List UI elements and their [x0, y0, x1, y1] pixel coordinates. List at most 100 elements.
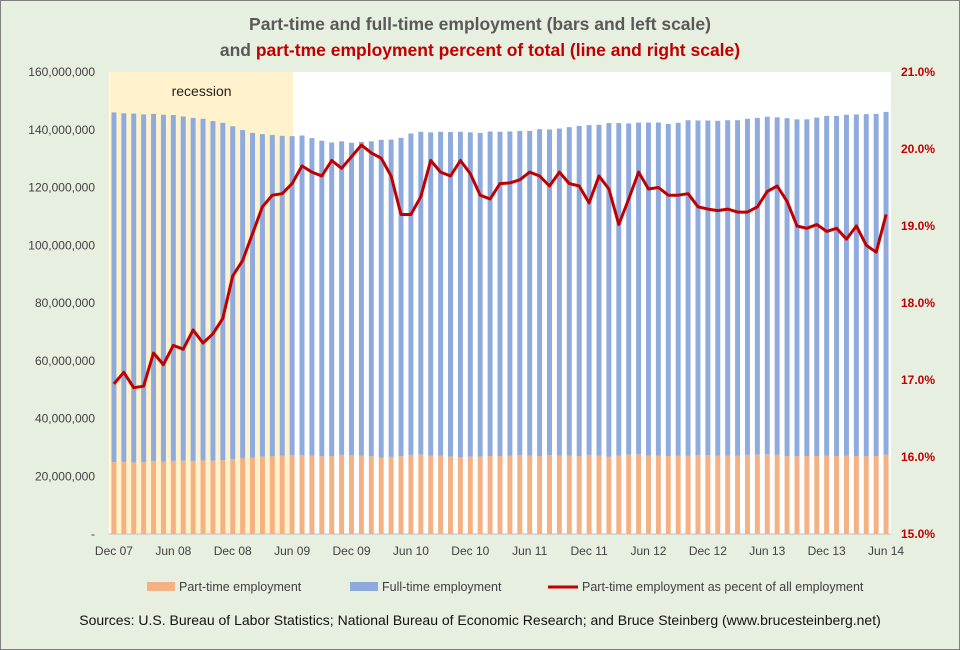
x-tick-label: Jun 13: [749, 544, 785, 558]
bar-full-time: [329, 142, 335, 457]
bar-part-time: [398, 456, 404, 534]
bar-full-time: [566, 127, 572, 456]
bar-part-time: [873, 456, 879, 534]
y-right-tick-label: 20.0%: [901, 142, 935, 156]
bar-part-time: [250, 457, 256, 534]
bar-full-time: [131, 113, 137, 463]
bar-full-time: [309, 138, 315, 456]
x-tick-label: Dec 13: [808, 544, 846, 558]
bar-full-time: [547, 129, 552, 456]
bar-part-time: [794, 456, 800, 534]
bar-full-time: [665, 123, 671, 457]
bar-part-time: [299, 455, 305, 534]
bar-part-time: [497, 456, 503, 534]
bar-full-time: [378, 139, 384, 458]
y-left-tick-label: 100,000,000: [28, 238, 95, 252]
bar-part-time: [151, 461, 157, 534]
bar-part-time: [349, 455, 354, 534]
legend-label-line: Part-time employment as pecent of all em…: [582, 580, 864, 594]
bar-full-time: [319, 140, 325, 457]
bar-part-time: [269, 456, 275, 534]
bar-full-time: [269, 134, 275, 457]
bar-full-time: [358, 141, 364, 456]
bar-part-time: [853, 456, 859, 534]
bar-part-time: [309, 455, 315, 534]
bar-part-time: [507, 455, 513, 534]
bar-part-time: [131, 462, 137, 534]
bar-part-time: [655, 455, 661, 534]
bar-full-time: [853, 114, 859, 457]
bar-full-time: [834, 115, 840, 457]
title-line-2: and part-tme employment percent of total…: [1, 37, 959, 63]
bar-full-time: [705, 120, 711, 456]
bar-part-time: [121, 461, 127, 534]
bar-full-time: [259, 134, 265, 457]
bar-full-time: [230, 126, 236, 460]
bar-part-time: [814, 456, 820, 534]
bar-part-time: [111, 462, 117, 534]
legend-label-full-time: Full-time employment: [382, 580, 502, 594]
bar-full-time: [160, 114, 166, 462]
bar-part-time: [517, 455, 523, 534]
y-right-tick-label: 17.0%: [901, 373, 935, 387]
y-left-tick-label: 140,000,000: [28, 123, 95, 137]
bar-full-time: [368, 141, 374, 457]
legend-label-part-time: Part-time employment: [179, 580, 302, 594]
bar-part-time: [388, 456, 394, 534]
bar-full-time: [784, 118, 790, 457]
bar-part-time: [725, 455, 731, 534]
x-tick-label: Jun 10: [393, 544, 429, 558]
y-left-tick-label: 60,000,000: [35, 354, 95, 368]
bar-part-time: [368, 456, 374, 534]
title-line-2-prefix: and: [219, 40, 256, 60]
bar-part-time: [418, 454, 424, 534]
bar-part-time: [279, 455, 285, 534]
bar-part-time: [665, 456, 671, 534]
y-left-tick-label: 40,000,000: [35, 412, 95, 426]
bar-full-time: [596, 124, 602, 456]
bar-part-time: [487, 456, 493, 534]
bar-part-time: [180, 460, 186, 534]
bar-full-time: [576, 125, 582, 457]
bar-full-time: [408, 133, 414, 455]
bar-part-time: [220, 460, 226, 534]
bar-part-time: [190, 460, 196, 534]
bar-part-time: [774, 454, 780, 534]
bar-full-time: [111, 112, 117, 463]
bar-full-time: [497, 131, 503, 457]
bar-full-time: [824, 115, 830, 456]
y-right-tick-label: 21.0%: [901, 65, 935, 79]
bar-full-time: [200, 118, 206, 461]
bar-part-time: [754, 454, 760, 534]
y-left-tick-label: -: [91, 527, 95, 541]
bar-part-time: [843, 455, 849, 534]
recession-label: recession: [172, 83, 232, 99]
y-left-tick-label: 120,000,000: [28, 181, 95, 195]
bar-full-time: [121, 113, 127, 462]
bar-part-time: [210, 460, 216, 534]
x-tick-label: Jun 11: [512, 544, 547, 558]
bar-full-time: [655, 122, 661, 456]
bar-part-time: [240, 458, 246, 534]
bar-part-time: [675, 455, 681, 534]
bar-full-time: [457, 131, 463, 458]
bar-full-time: [299, 135, 305, 456]
legend-swatch-part-time: [147, 582, 175, 591]
y-right-tick-label: 16.0%: [901, 450, 935, 464]
bar-full-time: [843, 114, 849, 456]
bar-part-time: [259, 456, 265, 534]
y-right-tick-label: 15.0%: [901, 527, 935, 541]
bar-full-time: [804, 119, 810, 457]
x-tick-label: Jun 09: [274, 544, 310, 558]
bar-full-time: [428, 132, 434, 456]
bar-part-time: [477, 456, 483, 534]
bar-part-time: [883, 454, 889, 534]
bar-part-time: [764, 454, 770, 534]
title-line-2-red: part-tme employment percent of total (li…: [255, 40, 741, 60]
bar-full-time: [764, 116, 770, 455]
bar-full-time: [170, 115, 176, 461]
bar-part-time: [547, 455, 552, 534]
bar-part-time: [636, 454, 642, 534]
bar-full-time: [448, 132, 453, 457]
